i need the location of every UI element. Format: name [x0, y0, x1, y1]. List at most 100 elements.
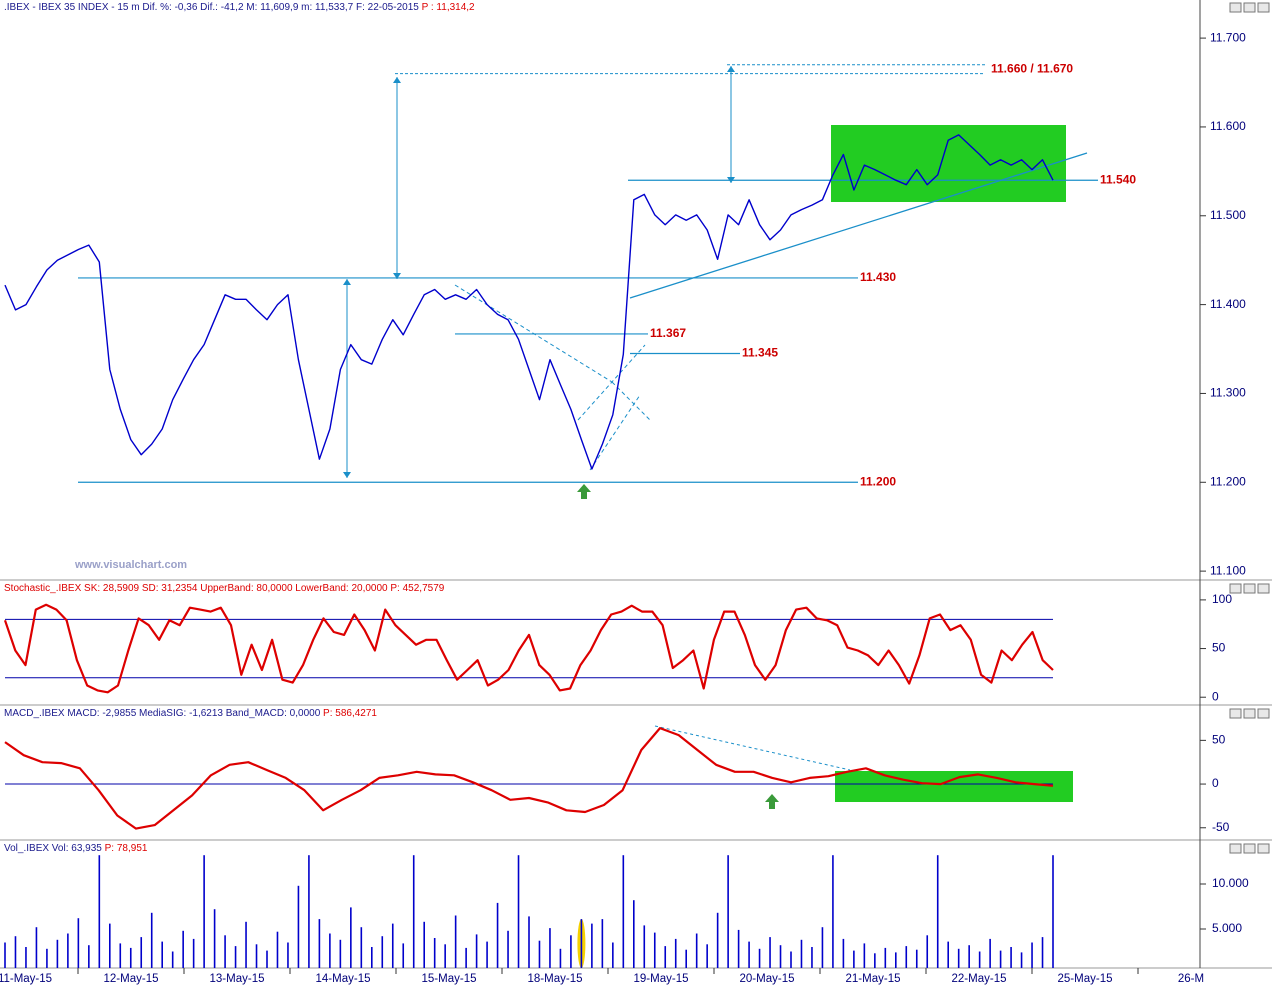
volume-bar — [234, 946, 237, 968]
volume-bar — [874, 953, 876, 968]
volume-bar — [339, 939, 342, 968]
volume-bar — [1052, 855, 1054, 968]
volume-bar — [957, 948, 960, 968]
volume-bar — [67, 933, 69, 968]
volume-bar — [821, 927, 824, 968]
volume-bar — [779, 945, 782, 968]
window-button — [1243, 2, 1256, 13]
volume-bar — [402, 943, 405, 968]
volume-bar — [465, 947, 467, 968]
volume-bar — [486, 941, 488, 968]
volume-bar — [926, 935, 929, 968]
volume-bar — [968, 945, 970, 968]
volume-bar — [853, 950, 855, 968]
volume-bar — [737, 929, 740, 968]
volume-bar — [213, 909, 216, 968]
volume-bar — [978, 951, 981, 968]
volume-bar — [601, 919, 604, 968]
volume-bar — [989, 938, 991, 968]
series-line — [4, 134, 1054, 470]
volume-bar — [915, 949, 918, 968]
volume-bar — [171, 951, 174, 968]
y-tick-label: 0 — [1212, 776, 1219, 790]
volume-bar — [129, 947, 132, 968]
volume-bar — [748, 941, 750, 968]
header-text: Stochastic_.IBEX SK: 28,5909 SD: 31,2354… — [4, 583, 388, 594]
macd-header: MACD_.IBEX MACD: -2,9855 MediaSIG: -1,62… — [4, 708, 377, 719]
header-text: MACD_.IBEX MACD: -2,9855 MediaSIG: -1,62… — [4, 708, 321, 719]
volume-bar — [297, 885, 300, 968]
date-label: 18-May-15 — [528, 973, 583, 985]
volume-bar — [496, 902, 499, 968]
date-label: 11-May-15 — [0, 973, 52, 985]
level-label: 11.345 — [742, 346, 778, 360]
volume-bar — [266, 950, 268, 968]
stoch-header: Stochastic_.IBEX SK: 28,5909 SD: 31,2354… — [4, 583, 445, 594]
watermark: www.visualchart.com — [74, 559, 187, 571]
volume-bar — [35, 927, 38, 968]
volume-bar — [716, 912, 719, 968]
volume-bar — [150, 912, 153, 968]
volume-bar — [224, 935, 226, 968]
volume-bar — [255, 944, 258, 968]
volume-bar — [329, 933, 331, 968]
volume-bar — [423, 921, 425, 968]
volume-bar — [88, 945, 90, 968]
y-tick-label: 11.200 — [1210, 474, 1246, 488]
volume-bar — [591, 923, 593, 968]
window-button — [1229, 583, 1242, 594]
volume-bar — [538, 940, 541, 968]
volume-bar — [119, 943, 122, 968]
volume-bar — [790, 951, 792, 968]
volume-bar — [884, 947, 887, 968]
volume-bar — [758, 948, 761, 968]
falling-channel — [611, 381, 651, 421]
volume-bar — [664, 946, 667, 968]
volume-bar — [832, 855, 834, 968]
window-button — [1229, 843, 1242, 854]
price-header: .IBEX - IBEX 35 INDEX - 15 m Dif. %: -0,… — [4, 2, 475, 13]
volume-bar — [182, 930, 184, 968]
header-price: P : 11,314,2 — [422, 2, 475, 13]
series-line — [3, 603, 1054, 694]
window-button — [1229, 2, 1242, 13]
level-label: 11.430 — [860, 270, 896, 284]
level-label: 11.540 — [1100, 172, 1136, 186]
volume-bar — [1031, 942, 1033, 968]
y-tick-label: -50 — [1212, 820, 1230, 834]
y-tick-label: 50 — [1212, 733, 1226, 747]
volume-bar — [695, 933, 698, 968]
volume-bar — [98, 855, 101, 968]
volume-bar — [570, 935, 572, 968]
volume-bar — [559, 948, 562, 968]
window-button — [1243, 583, 1256, 594]
volume-bar — [507, 930, 509, 968]
volume-bar — [25, 947, 27, 968]
date-label: 26-M — [1178, 973, 1204, 985]
date-label: 13-May-15 — [210, 973, 265, 985]
volume-bar — [580, 919, 583, 968]
volume-bar — [14, 936, 17, 968]
volume-bar — [905, 946, 908, 968]
volume-bar — [444, 944, 446, 968]
volume-bar — [318, 919, 321, 968]
y-tick-label: 5.000 — [1212, 921, 1242, 935]
volume-bar — [161, 941, 163, 968]
volume-bar — [308, 855, 310, 968]
volume-bar — [999, 950, 1002, 968]
rising-channel — [577, 344, 646, 421]
volume-bar — [276, 931, 279, 968]
y-tick-label: 11.600 — [1210, 119, 1246, 133]
series-line — [4, 726, 1054, 830]
volume-bar — [528, 916, 530, 968]
window-button — [1229, 708, 1242, 719]
green-arrow — [765, 794, 779, 809]
volume-bar — [811, 947, 813, 968]
volume-bar — [769, 937, 771, 968]
y-tick-label: 11.100 — [1210, 563, 1246, 577]
level-label: 11.200 — [860, 474, 896, 488]
window-button — [1257, 583, 1270, 594]
level-label: 11.367 — [650, 326, 686, 340]
y-tick-label: 0 — [1212, 689, 1219, 703]
volume-bar — [643, 925, 646, 968]
